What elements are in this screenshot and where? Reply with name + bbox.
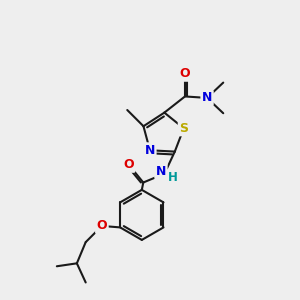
Text: S: S [179, 122, 188, 135]
Text: N: N [202, 92, 212, 104]
Text: N: N [156, 165, 166, 178]
Text: O: O [180, 67, 190, 80]
Text: O: O [97, 219, 107, 232]
Text: H: H [168, 171, 178, 184]
Text: O: O [123, 158, 134, 171]
Text: N: N [145, 144, 155, 157]
